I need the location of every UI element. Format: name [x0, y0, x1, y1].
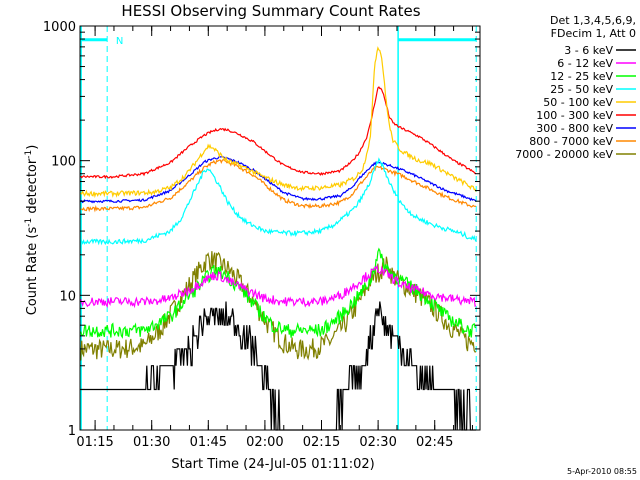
plot-area: N	[80, 26, 477, 431]
x-tick-label: 01:15	[76, 435, 113, 450]
y-axis-label: Count Rate (s-1 detector-1)	[24, 145, 40, 316]
x-tick-label: 02:00	[246, 435, 283, 450]
series-line	[80, 264, 477, 309]
series-line	[80, 86, 477, 180]
series-line	[80, 158, 477, 213]
axes: 1 10 100 1000 01:15 01:30 01:45 02:00 02:15 02:30…	[43, 20, 481, 450]
legend-header-line: Det 1,3,4,5,6,9,	[550, 14, 636, 27]
y-tick-label: 1	[68, 424, 76, 439]
legend-entry-label: 3 - 6 keV	[564, 44, 613, 57]
legend-entry-label: 800 - 7000 keV	[529, 135, 613, 148]
legend-entry-label: 25 - 50 keV	[550, 83, 613, 96]
x-tick-label: 01:30	[133, 435, 170, 450]
annotation-label: N	[116, 36, 123, 47]
series-line	[80, 155, 477, 204]
generation-timestamp: 5-Apr-2010 08:55	[567, 467, 637, 476]
series-line	[80, 157, 477, 246]
series-line	[80, 301, 476, 431]
chart-title: HESSI Observing Summary Count Rates	[121, 2, 420, 20]
x-axis-label: Start Time (24-Jul-05 01:11:02)	[171, 457, 374, 472]
legend-entry-label: 7000 - 20000 keV	[515, 148, 613, 161]
y-tick-label: 100	[51, 155, 76, 170]
series-line	[80, 251, 477, 361]
x-tick-label: 02:15	[303, 435, 340, 450]
y-tick-label: 1000	[43, 20, 76, 35]
y-tick-label: 10	[59, 289, 76, 304]
x-tick-label: 01:45	[190, 435, 227, 450]
legend: Det 1,3,4,5,6,9, FDecim 1, Att 0 3 - 6 k…	[515, 14, 636, 161]
series-line	[80, 46, 477, 199]
x-tick-label: 02:30	[359, 435, 396, 450]
x-tick-label: 02:45	[416, 435, 453, 450]
legend-entry-label: 6 - 12 keV	[557, 57, 613, 70]
legend-entry-label: 300 - 800 keV	[536, 122, 613, 135]
legend-entry-label: 50 - 100 keV	[543, 96, 613, 109]
legend-header-line: FDecim 1, Att 0	[551, 27, 636, 40]
plot-frame	[79, 25, 481, 431]
legend-entry-label: 12 - 25 keV	[550, 70, 613, 83]
legend-entry-label: 100 - 300 keV	[536, 109, 613, 122]
